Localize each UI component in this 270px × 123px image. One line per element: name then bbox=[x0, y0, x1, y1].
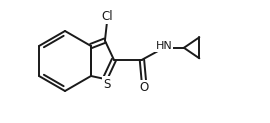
Text: S: S bbox=[103, 77, 111, 91]
Text: Cl: Cl bbox=[101, 10, 113, 23]
Text: O: O bbox=[139, 81, 148, 94]
Text: HN: HN bbox=[156, 41, 172, 51]
